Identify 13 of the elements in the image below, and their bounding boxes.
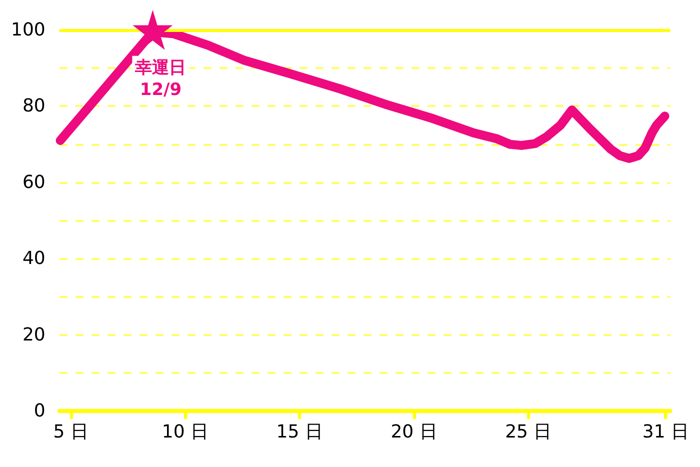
x-tick-label: 25 日 [505, 422, 552, 442]
y-tick-label: 0 [34, 400, 46, 422]
x-tick-label: 20 日 [390, 422, 438, 442]
y-tick-label: 80 [22, 96, 46, 117]
y-tick-label: 20 [22, 324, 46, 346]
y-tick-label: 100 [10, 20, 46, 40]
x-tick-label: 31 日 [642, 422, 690, 442]
x-tick-label: 15 日 [276, 422, 323, 442]
x-tick-label: 10 日 [162, 422, 209, 442]
annotation: 幸運日 12/9 [134, 58, 186, 100]
y-tick-label: 40 [22, 248, 46, 270]
x-tick-label: 5 日 [53, 422, 88, 442]
y-tick-label: 60 [22, 172, 46, 193]
